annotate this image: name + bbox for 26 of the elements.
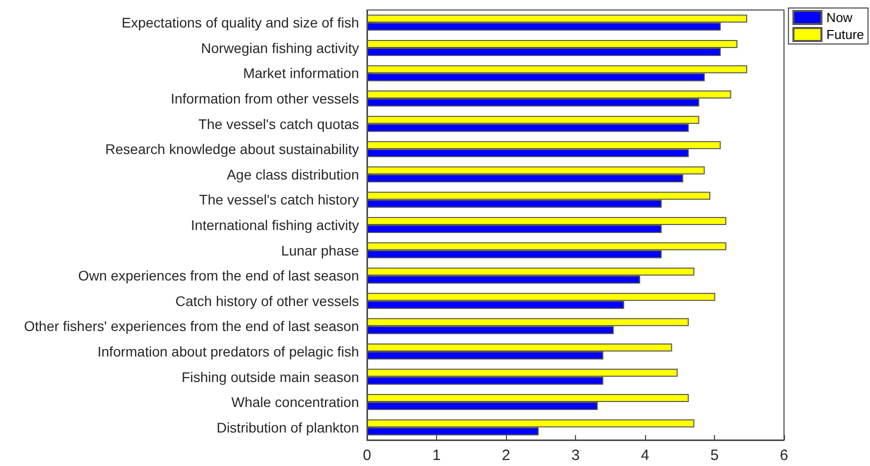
x-tick-label: 2 — [502, 447, 510, 464]
y-tick-label: Expectations of quality and size of fish — [122, 14, 359, 31]
y-tick-label: Information about predators of pelagic fish — [98, 343, 359, 360]
x-tick-label: 3 — [571, 447, 580, 464]
y-tick-label: Research knowledge about sustainability — [105, 141, 359, 158]
x-tick-label: 0 — [362, 447, 372, 464]
legend-label: Now — [826, 10, 854, 25]
x-tick-label: 1 — [432, 447, 441, 464]
y-tick-label: Age class distribution — [226, 166, 359, 182]
y-tick-label: The vessel's catch history — [199, 192, 359, 208]
y-tick-label: Fishing outside main season — [182, 368, 359, 385]
y-tick-label: Catch history of other vessels — [175, 292, 359, 309]
x-tick-label: 6 — [780, 447, 788, 464]
y-tick-label: Market information — [243, 65, 359, 82]
y-tick-label: The vessel's catch quotas — [198, 116, 359, 132]
y-tick-label: Distribution of plankton — [216, 419, 359, 436]
y-tick-label: Information from other vessels — [170, 90, 359, 107]
y-tick-label: Other fishers' experiences from the end of last season — [24, 318, 359, 334]
y-tick-label: Lunar phase — [281, 242, 360, 258]
legend-label: Future — [826, 27, 864, 42]
x-tick-label: 5 — [710, 447, 719, 464]
y-tick-label: Norwegian fishing activity — [201, 40, 359, 56]
y-tick-label: Whale concentration — [231, 394, 359, 410]
y-tick-label: Own experiences from the end of last season — [78, 268, 359, 284]
y-tick-label: International fishing activity — [190, 217, 359, 233]
x-tick-label: 4 — [640, 447, 650, 464]
